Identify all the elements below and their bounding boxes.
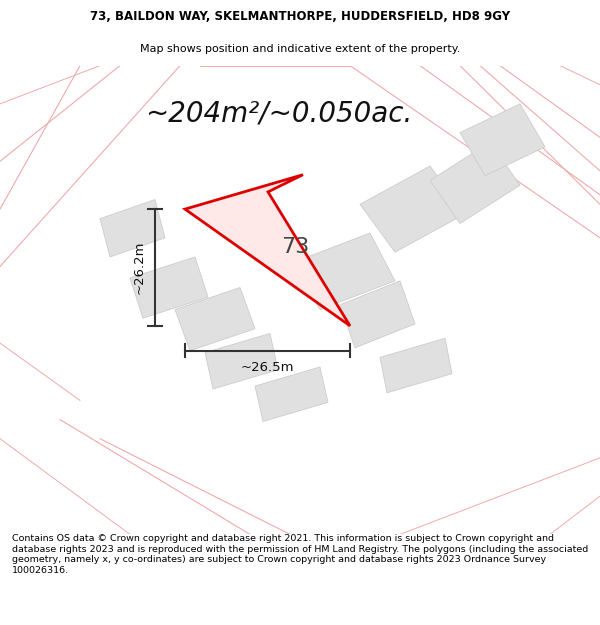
- Polygon shape: [430, 142, 520, 224]
- Text: 73: 73: [281, 238, 309, 258]
- Text: Contains OS data © Crown copyright and database right 2021. This information is : Contains OS data © Crown copyright and d…: [12, 534, 588, 574]
- Polygon shape: [205, 334, 278, 389]
- Text: ~26.5m: ~26.5m: [241, 361, 294, 374]
- Polygon shape: [255, 367, 328, 421]
- Polygon shape: [175, 288, 255, 351]
- Polygon shape: [460, 104, 545, 176]
- Polygon shape: [380, 338, 452, 392]
- Polygon shape: [100, 199, 165, 257]
- Text: ~204m²/~0.050ac.: ~204m²/~0.050ac.: [145, 99, 412, 127]
- Text: Map shows position and indicative extent of the property.: Map shows position and indicative extent…: [140, 44, 460, 54]
- Text: ~26.2m: ~26.2m: [133, 241, 146, 294]
- Polygon shape: [340, 281, 415, 348]
- Polygon shape: [360, 166, 465, 252]
- Polygon shape: [185, 174, 350, 326]
- Polygon shape: [295, 233, 395, 309]
- Polygon shape: [130, 257, 208, 318]
- Text: 73, BAILDON WAY, SKELMANTHORPE, HUDDERSFIELD, HD8 9GY: 73, BAILDON WAY, SKELMANTHORPE, HUDDERSF…: [90, 10, 510, 23]
